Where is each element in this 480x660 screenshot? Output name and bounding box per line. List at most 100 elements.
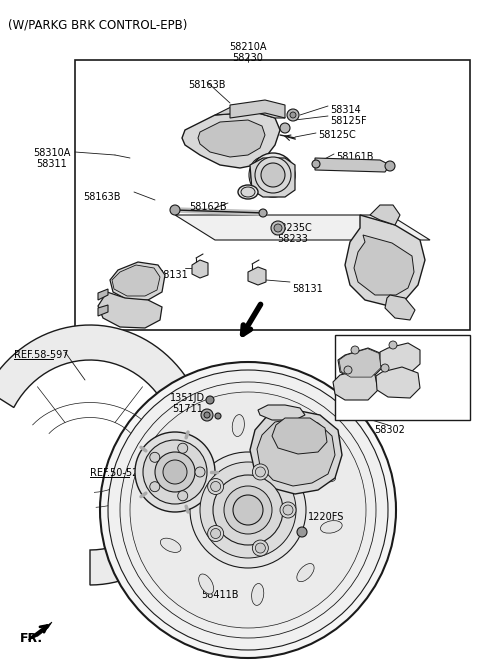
Text: 58125F: 58125F (330, 116, 367, 126)
Circle shape (252, 464, 268, 480)
Text: REF.58-597: REF.58-597 (14, 350, 69, 360)
Text: 58244A: 58244A (358, 390, 396, 400)
Text: 58311: 58311 (36, 159, 67, 169)
Text: 58244A: 58244A (404, 363, 442, 373)
Ellipse shape (282, 426, 297, 446)
Circle shape (259, 209, 267, 217)
Text: 58131: 58131 (292, 284, 323, 294)
Polygon shape (333, 370, 378, 400)
Circle shape (255, 543, 265, 553)
Circle shape (211, 482, 221, 492)
Polygon shape (338, 348, 382, 378)
Circle shape (255, 157, 291, 193)
Polygon shape (0, 325, 210, 585)
Circle shape (130, 392, 366, 628)
Circle shape (206, 396, 214, 404)
Circle shape (200, 462, 296, 558)
Text: FR.: FR. (20, 632, 43, 645)
Ellipse shape (199, 574, 214, 594)
Circle shape (344, 366, 352, 374)
Circle shape (190, 452, 306, 568)
Text: 58163B: 58163B (188, 80, 226, 90)
Ellipse shape (249, 157, 277, 193)
Polygon shape (182, 112, 280, 168)
Ellipse shape (154, 487, 176, 500)
Text: 58125C: 58125C (318, 130, 356, 140)
Text: 58235C: 58235C (274, 223, 312, 233)
Polygon shape (230, 100, 285, 118)
Text: 58302: 58302 (374, 425, 406, 435)
Circle shape (255, 467, 265, 477)
Text: 58163B: 58163B (83, 192, 121, 202)
Polygon shape (175, 215, 430, 240)
Polygon shape (112, 265, 160, 296)
Text: REF.50-527: REF.50-527 (90, 468, 144, 478)
Text: 58230: 58230 (233, 53, 264, 63)
Polygon shape (192, 260, 208, 278)
Circle shape (208, 525, 224, 541)
Ellipse shape (321, 521, 342, 533)
Circle shape (178, 491, 188, 501)
Circle shape (155, 452, 195, 492)
Text: 58244A: 58244A (358, 401, 396, 411)
Circle shape (178, 444, 188, 453)
Circle shape (290, 112, 296, 118)
Circle shape (163, 460, 187, 484)
Polygon shape (250, 410, 342, 494)
Circle shape (280, 502, 296, 518)
Polygon shape (215, 103, 285, 118)
Circle shape (312, 160, 320, 168)
Circle shape (135, 432, 215, 512)
Polygon shape (385, 295, 415, 320)
Circle shape (351, 346, 359, 354)
Circle shape (208, 478, 224, 494)
Polygon shape (272, 418, 327, 454)
Ellipse shape (315, 467, 336, 482)
Circle shape (150, 452, 160, 462)
Circle shape (150, 482, 160, 492)
Text: 58131: 58131 (157, 270, 188, 280)
Text: (W/PARKG BRK CONTROL-EPB): (W/PARKG BRK CONTROL-EPB) (8, 18, 187, 31)
Ellipse shape (252, 161, 274, 189)
Circle shape (213, 475, 283, 545)
Ellipse shape (160, 538, 181, 552)
Text: 58411B: 58411B (201, 590, 239, 600)
Circle shape (195, 467, 205, 477)
Circle shape (252, 540, 268, 556)
Circle shape (251, 153, 295, 197)
Circle shape (211, 529, 221, 539)
Circle shape (201, 409, 213, 421)
Circle shape (274, 224, 282, 232)
Polygon shape (28, 622, 52, 640)
Polygon shape (345, 215, 425, 305)
Circle shape (233, 495, 263, 525)
Polygon shape (98, 305, 108, 316)
Circle shape (100, 362, 396, 658)
Polygon shape (98, 289, 108, 300)
Ellipse shape (238, 185, 258, 199)
Ellipse shape (232, 414, 244, 436)
Circle shape (287, 109, 299, 121)
Text: 58310A: 58310A (33, 148, 71, 158)
Text: 58162B: 58162B (189, 202, 227, 212)
Text: 58210A: 58210A (229, 42, 267, 52)
Circle shape (170, 205, 180, 215)
Circle shape (283, 505, 293, 515)
Text: 1351JD: 1351JD (170, 393, 205, 403)
Text: 58314: 58314 (330, 105, 361, 115)
Circle shape (204, 412, 210, 418)
Polygon shape (257, 418, 335, 486)
Circle shape (224, 486, 272, 534)
Polygon shape (248, 267, 266, 285)
Bar (75, 60, 470, 330)
Text: 1220FS: 1220FS (308, 512, 344, 522)
Bar (335, 335, 470, 420)
Ellipse shape (252, 583, 264, 605)
Circle shape (261, 163, 285, 187)
Circle shape (385, 161, 395, 171)
Polygon shape (315, 158, 390, 172)
Polygon shape (354, 235, 414, 295)
Circle shape (297, 527, 307, 537)
Circle shape (215, 413, 221, 419)
Ellipse shape (182, 438, 199, 457)
